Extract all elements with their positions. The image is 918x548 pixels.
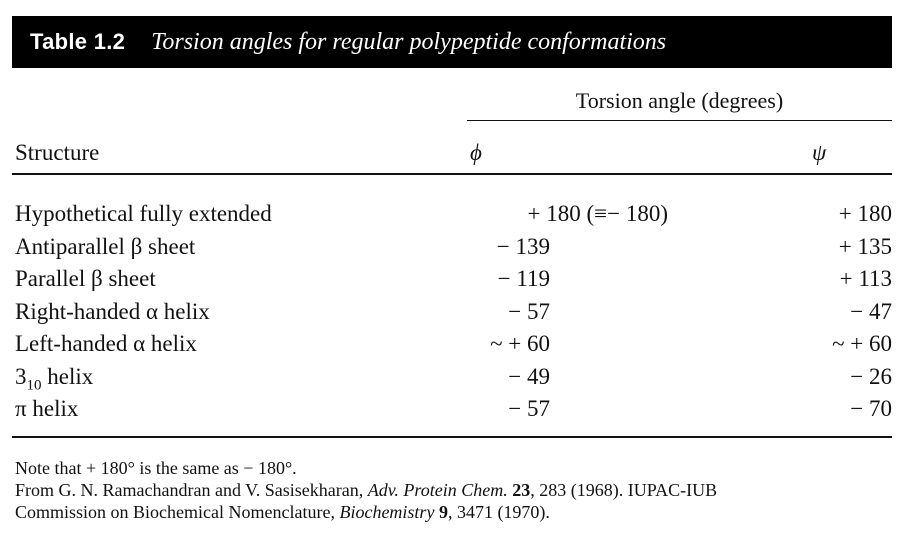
- group-header-rule: [467, 120, 892, 121]
- structure-rest: helix: [41, 363, 94, 389]
- psi-cell: − 70: [850, 396, 892, 421]
- structure-cell: Left-handed α helix: [15, 331, 197, 356]
- table-row: Parallel β sheet − 119 + 113: [0, 263, 918, 296]
- torsion-angle-group-header: Torsion angle (degrees): [575, 88, 784, 113]
- reference-line-1: From G. N. Ramachandran and V. Sasisekha…: [15, 479, 905, 501]
- structure-base: 3: [15, 363, 27, 389]
- psi-cell: + 180: [838, 201, 892, 226]
- structure-cell: Parallel β sheet: [15, 266, 156, 291]
- structure-column-header: Structure: [15, 140, 100, 165]
- psi-cell: + 135: [838, 233, 892, 259]
- structure-cell: Antiparallel β sheet: [15, 233, 196, 259]
- phi-column-header: ϕ: [470, 140, 482, 165]
- ref1-pre: From G. N. Ramachandran and V. Sasisekha…: [15, 480, 368, 500]
- table-body: Hypothetical fully extended + 180 (≡− 18…: [0, 198, 918, 426]
- table-row: Right-handed α helix − 57 − 47: [0, 296, 918, 329]
- structure-cell: π helix: [15, 396, 79, 421]
- psi-cell: + 113: [839, 266, 892, 291]
- note-line: Note that + 180° is the same as − 180°.: [15, 458, 297, 478]
- phi-cell: − 119: [497, 266, 550, 291]
- phi-cell: − 49: [508, 363, 550, 389]
- ref1-journal: Adv. Protein Chem.: [367, 480, 508, 500]
- table-number: Table 1.2: [30, 29, 126, 54]
- phi-cell: − 139: [496, 233, 550, 259]
- phi-cell: − 57: [508, 396, 550, 421]
- table-notes: Note that + 180° is the same as − 180°. …: [15, 457, 905, 523]
- table-row: Left-handed α helix ~ + 60 ~ + 60: [0, 328, 918, 361]
- ref2-journal: Biochemistry: [339, 502, 435, 522]
- table-title: Torsion angles for regular polypeptide c…: [151, 28, 667, 55]
- ref2-volume: 9: [438, 502, 448, 522]
- structure-cell: Hypothetical fully extended: [15, 201, 272, 226]
- table-row: Antiparallel β sheet − 139 + 135: [0, 231, 918, 264]
- ref2-pre: Commission on Biochemical Nomenclature,: [15, 502, 340, 522]
- psi-cell: ~ + 60: [832, 331, 892, 356]
- psi-cell: − 26: [850, 363, 892, 389]
- reference-line-2: Commission on Biochemical Nomenclature, …: [15, 501, 905, 523]
- structure-cell: 310 helix: [15, 361, 93, 402]
- structure-subscript: 10: [26, 377, 42, 394]
- phi-cell: ~ + 60: [490, 331, 550, 356]
- ref1-post: , 283 (1968). IUPAC-IUB: [530, 480, 718, 500]
- table-row: Hypothetical fully extended + 180 (≡− 18…: [0, 198, 918, 231]
- psi-column-header: ψ: [812, 140, 827, 165]
- ref1-volume: 23: [512, 480, 531, 500]
- phi-cell: + 180 (≡− 180): [527, 201, 668, 226]
- phi-cell: − 57: [508, 298, 550, 324]
- ref2-post: , 3471 (1970).: [447, 502, 550, 522]
- table-row: 310 helix − 49 − 26: [0, 361, 918, 394]
- table-header-bar: Table 1.2 Torsion angles for regular pol…: [12, 16, 892, 68]
- structure-cell: Right-handed α helix: [15, 298, 210, 324]
- table-row: π helix − 57 − 70: [0, 393, 918, 426]
- header-rule: [12, 173, 892, 175]
- bottom-rule: [12, 436, 892, 438]
- psi-cell: − 47: [850, 298, 892, 324]
